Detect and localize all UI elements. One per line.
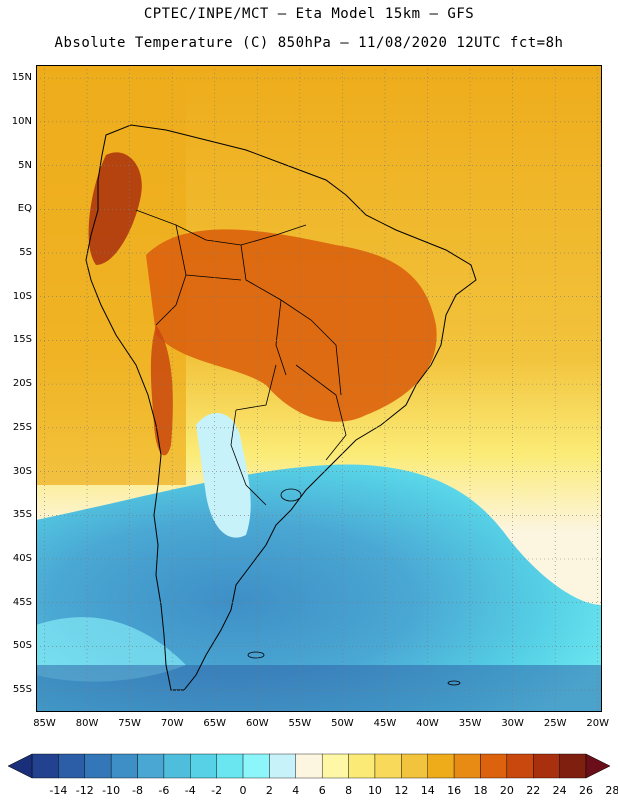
longitude-label: 35W xyxy=(458,718,482,729)
latitude-label: 5S xyxy=(19,246,32,258)
longitude-label: 20W xyxy=(586,718,610,729)
longitude-label: 30W xyxy=(501,718,524,729)
legend-tick-label: 8 xyxy=(345,784,353,797)
legend-color-cell xyxy=(374,753,402,779)
legend-tick-label: 20 xyxy=(499,784,514,797)
longitude-label: 50W xyxy=(331,718,354,729)
legend-color-cell xyxy=(163,753,191,779)
falklands-outline xyxy=(247,651,265,659)
latitude-label: EQ xyxy=(17,203,32,215)
temperature-map xyxy=(36,65,602,712)
longitude-label: 65W xyxy=(203,718,227,729)
longitude-label: 80W xyxy=(75,718,99,729)
legend-color-cell xyxy=(58,753,85,779)
legend-tick-label: 14 xyxy=(420,784,435,797)
map-title-line-1: CPTEC/INPE/MCT – Eta Model 15km – GFS xyxy=(143,6,475,22)
legend-tick-label: 2 xyxy=(265,784,273,797)
legend-color-cell xyxy=(137,753,165,779)
legend-tick-label: 28 xyxy=(605,784,618,797)
hot-andes-central xyxy=(150,325,173,456)
longitude-label: 60W xyxy=(245,718,269,729)
legend-tick-label: -10 xyxy=(102,784,121,797)
longitude-label: 25W xyxy=(543,718,567,729)
legend-color-cell xyxy=(453,753,481,779)
legend-color-cell xyxy=(401,753,428,779)
legend-tick-label: 16 xyxy=(447,784,462,797)
longitude-label: 75W xyxy=(118,718,141,729)
legend-tick-label: 12 xyxy=(394,784,409,797)
legend-tick-label: 10 xyxy=(367,784,382,797)
map-frame xyxy=(36,65,602,712)
map-title-line-2: Absolute Temperature (C) 850hPa – 11/08/… xyxy=(54,35,564,51)
legend-tick-label: 26 xyxy=(579,784,593,797)
cold-south-band xyxy=(36,665,602,712)
latitude-label: 15N xyxy=(11,72,32,84)
latitude-label: 5N xyxy=(18,159,32,171)
legend-color-cell xyxy=(190,753,217,779)
legend-tick-label: -2 xyxy=(211,784,223,797)
legend-tick-label: -6 xyxy=(158,784,170,797)
longitude-label: 85W xyxy=(33,718,56,729)
legend-color-cell xyxy=(295,753,323,779)
hot-interior xyxy=(146,229,437,422)
legend-bar xyxy=(7,753,611,779)
latitude-label: 40S xyxy=(12,552,32,564)
country-borders xyxy=(135,209,347,506)
legend-arrow-right xyxy=(585,753,611,779)
legend-arrow-left xyxy=(7,753,33,779)
legend-color-cell xyxy=(84,753,112,779)
legend-color-cell xyxy=(506,753,534,779)
legend-tick-label: 22 xyxy=(526,784,541,797)
south-georgia-outline xyxy=(447,680,461,686)
longitude-label: 40W xyxy=(416,718,439,729)
latitude-label: 45S xyxy=(12,596,32,608)
latitude-label: 20S xyxy=(12,378,32,390)
legend-color-cell xyxy=(269,753,297,779)
cold-air-mass xyxy=(36,464,602,712)
legend-tick-label: -14 xyxy=(49,784,68,797)
legend-color-cell xyxy=(480,753,508,779)
legend-color-cell xyxy=(242,753,270,779)
legend-color-cell xyxy=(533,753,560,779)
latitude-label: 15S xyxy=(12,334,32,346)
legend-tick-label: 4 xyxy=(292,784,300,797)
legend-color-cell xyxy=(427,753,455,779)
longitude-label: 70W xyxy=(160,718,184,729)
longitude-label: 45W xyxy=(373,718,397,729)
latitude-label: 10S xyxy=(12,290,32,302)
continent-outline xyxy=(85,124,477,691)
latitude-label: 50S xyxy=(12,640,32,652)
latitude-label: 35S xyxy=(12,509,32,521)
latitude-label: 25S xyxy=(12,421,32,433)
cool-tongue-interior xyxy=(196,413,251,538)
legend-color-cell xyxy=(110,753,138,779)
longitude-label: 55W xyxy=(288,718,312,729)
legend-tick-label: -4 xyxy=(184,784,196,797)
legend-color-cell xyxy=(559,753,587,779)
latitude-label: 55S xyxy=(12,684,32,696)
legend-tick-label: 6 xyxy=(318,784,326,797)
latitude-label: 30S xyxy=(12,465,32,477)
legend-color-cell xyxy=(216,753,244,779)
legend-color-cell xyxy=(348,753,376,779)
color-legend xyxy=(0,752,618,800)
latitude-label: 10N xyxy=(11,115,32,127)
legend-tick-label: -12 xyxy=(75,784,94,797)
hot-andes-north xyxy=(88,152,142,265)
uruguay-outline xyxy=(280,488,302,502)
legend-tick-label: 0 xyxy=(239,784,247,797)
legend-tick-label: 24 xyxy=(552,784,567,797)
map-svg xyxy=(36,65,602,712)
legend-color-cell xyxy=(321,753,349,779)
legend-color-cell xyxy=(31,753,59,779)
legend-tick-label: 18 xyxy=(473,784,488,797)
legend-tick-label: -8 xyxy=(132,784,143,797)
